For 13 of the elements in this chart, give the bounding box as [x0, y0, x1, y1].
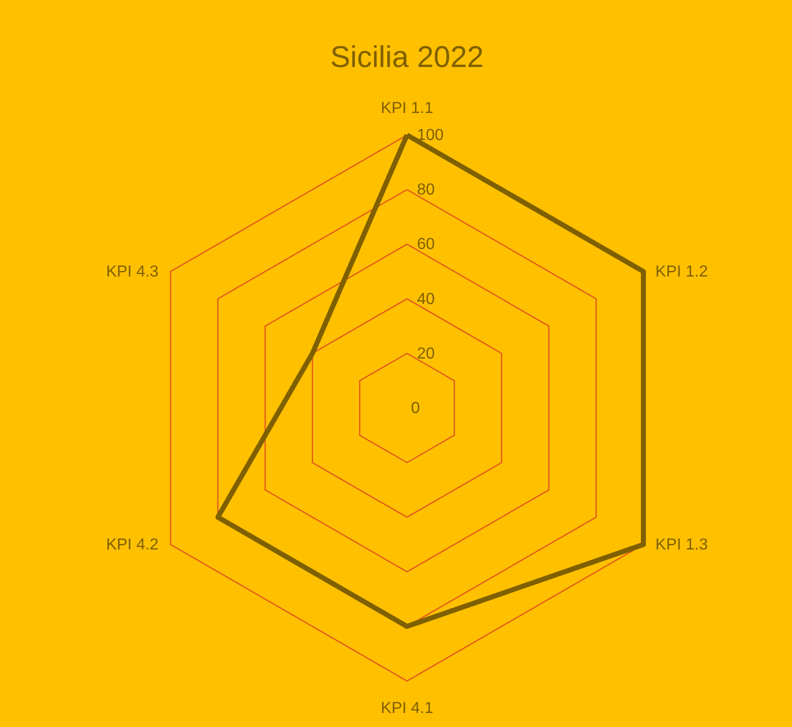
spoke-label: KPI 1.3 [655, 536, 708, 554]
y-tick-label: 0 [411, 400, 420, 417]
spoke-label: KPI 4.1 [380, 700, 434, 717]
y-tick-label: 40 [417, 290, 435, 308]
chart-title: Sicilia 2022 [330, 41, 484, 74]
y-tick-label: 80 [417, 182, 435, 199]
spoke-label: KPI 4.3 [106, 264, 159, 280]
spoke-label: KPI 4.2 [106, 536, 159, 554]
spoke-label: KPI 1.1 [380, 100, 434, 117]
y-tick-label: 60 [417, 236, 435, 254]
y-tick-label: 20 [417, 345, 435, 362]
y-tick-label: 100 [417, 127, 444, 144]
spoke-label: KPI 1.2 [655, 264, 708, 280]
